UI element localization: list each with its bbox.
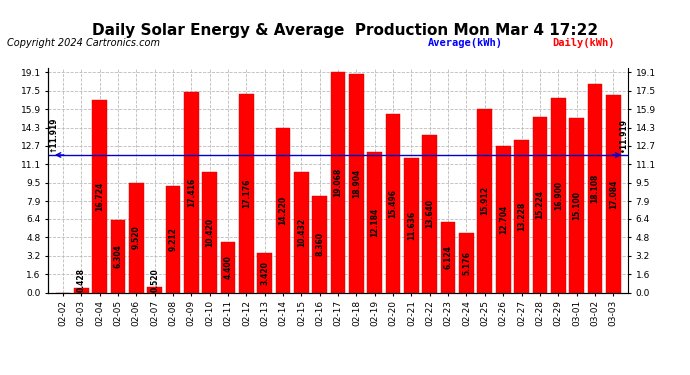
Bar	[202, 172, 217, 292]
Bar	[276, 128, 290, 292]
Text: 6.304: 6.304	[113, 244, 123, 268]
Bar	[239, 94, 254, 292]
Text: 16.724: 16.724	[95, 182, 104, 211]
Bar	[606, 95, 620, 292]
Bar	[148, 286, 162, 292]
Text: •11.919: •11.919	[619, 117, 628, 152]
Bar	[459, 233, 474, 292]
Text: 12.184: 12.184	[371, 208, 380, 237]
Bar	[331, 72, 346, 292]
Text: 11.636: 11.636	[407, 211, 416, 240]
Text: 14.220: 14.220	[279, 196, 288, 225]
Bar	[533, 117, 547, 292]
Text: 10.420: 10.420	[205, 218, 214, 247]
Text: 19.068: 19.068	[333, 168, 343, 197]
Bar	[514, 140, 529, 292]
Bar	[294, 172, 308, 292]
Bar	[441, 222, 455, 292]
Text: 5.176: 5.176	[462, 251, 471, 274]
Bar	[368, 152, 382, 292]
Text: 16.900: 16.900	[553, 180, 563, 210]
Text: 17.084: 17.084	[609, 179, 618, 209]
Bar	[257, 253, 272, 292]
Bar	[166, 186, 180, 292]
Bar	[221, 242, 235, 292]
Text: 9.212: 9.212	[168, 227, 177, 251]
Text: 12.704: 12.704	[499, 205, 508, 234]
Bar	[349, 74, 364, 292]
Bar	[588, 84, 602, 292]
Text: 18.108: 18.108	[591, 173, 600, 203]
Text: 15.224: 15.224	[535, 190, 544, 219]
Bar	[386, 114, 400, 292]
Text: 15.912: 15.912	[480, 186, 489, 215]
Bar	[496, 146, 511, 292]
Text: 8.360: 8.360	[315, 232, 324, 256]
Text: Daily Solar Energy & Average  Production Mon Mar 4 17:22: Daily Solar Energy & Average Production …	[92, 22, 598, 38]
Text: 4.400: 4.400	[224, 255, 233, 279]
Text: 18.904: 18.904	[352, 169, 361, 198]
Text: 10.432: 10.432	[297, 218, 306, 247]
Bar	[477, 109, 492, 292]
Bar	[313, 196, 327, 292]
Bar	[551, 98, 566, 292]
Text: 13.640: 13.640	[425, 199, 434, 228]
Text: 17.416: 17.416	[187, 177, 196, 207]
Text: 0.520: 0.520	[150, 268, 159, 292]
Text: 0.428: 0.428	[77, 268, 86, 292]
Text: 3.420: 3.420	[260, 261, 269, 285]
Text: 9.520: 9.520	[132, 226, 141, 249]
Text: Daily(kWh): Daily(kWh)	[552, 38, 615, 48]
Text: 15.100: 15.100	[572, 191, 581, 220]
Text: Average(kWh): Average(kWh)	[428, 38, 503, 48]
Text: 6.124: 6.124	[444, 245, 453, 269]
Text: 13.228: 13.228	[517, 201, 526, 231]
Bar	[569, 118, 584, 292]
Bar	[404, 158, 419, 292]
Bar	[110, 220, 126, 292]
Bar	[92, 99, 107, 292]
Bar	[74, 288, 88, 292]
Text: ↑11.919: ↑11.919	[48, 116, 57, 152]
Bar	[422, 135, 437, 292]
Text: 17.176: 17.176	[242, 179, 251, 208]
Bar	[129, 183, 144, 292]
Text: Copyright 2024 Cartronics.com: Copyright 2024 Cartronics.com	[7, 38, 160, 48]
Text: 15.496: 15.496	[388, 189, 397, 218]
Bar	[184, 92, 199, 292]
